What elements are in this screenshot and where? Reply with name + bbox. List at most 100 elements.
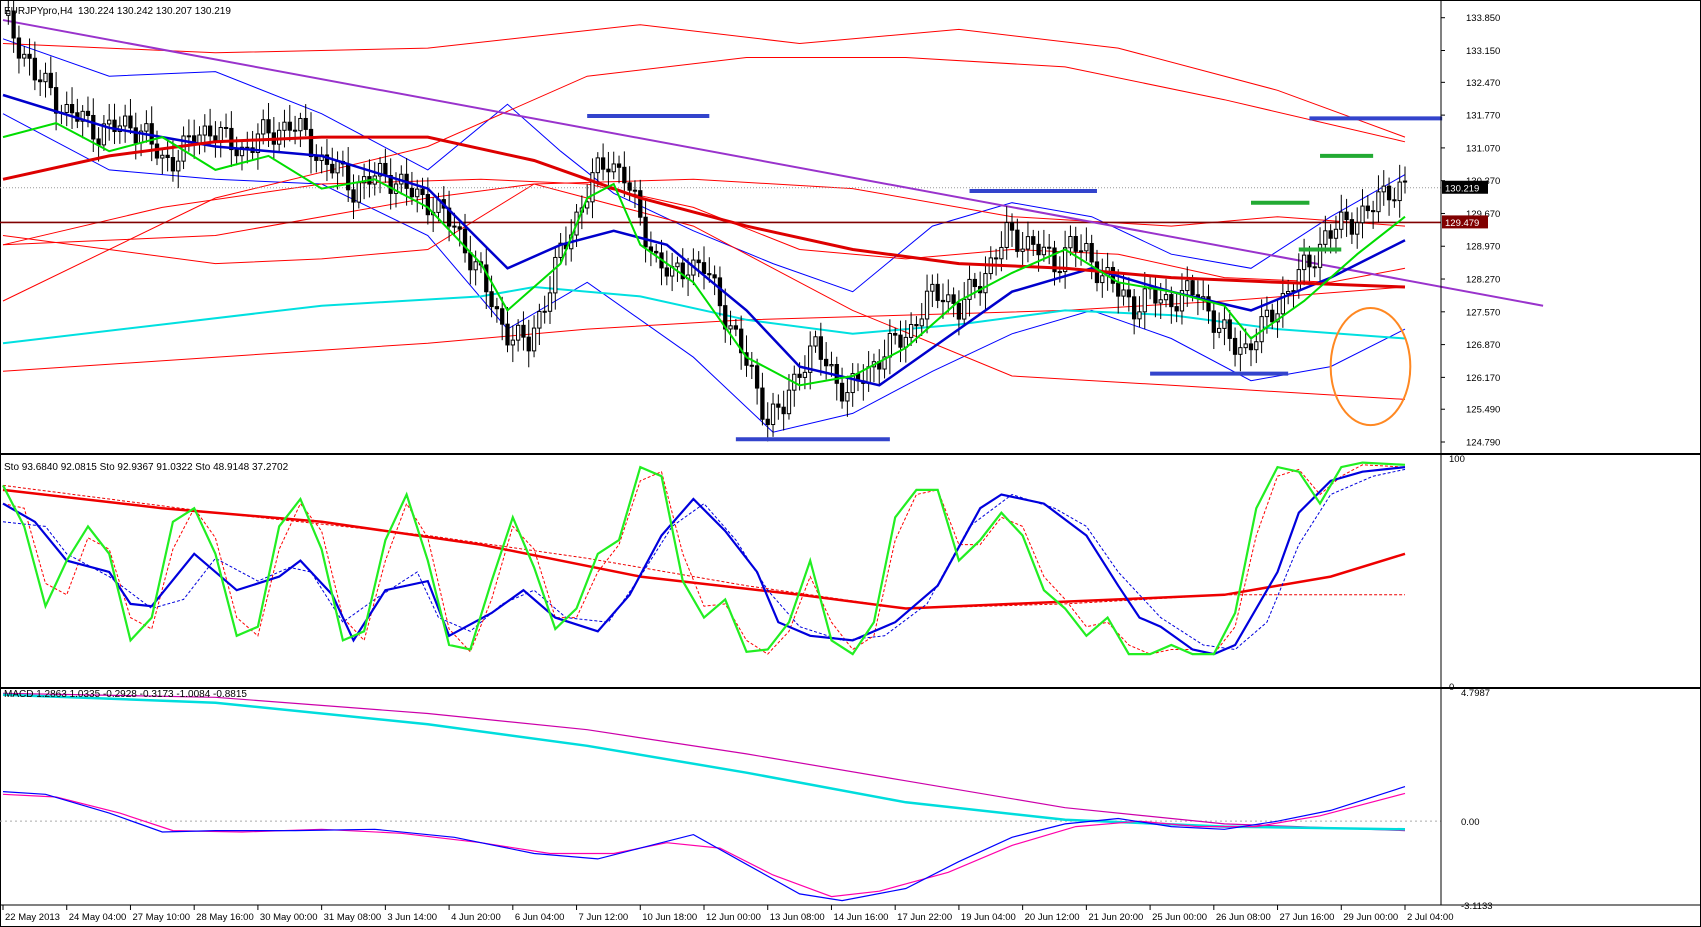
candle-body xyxy=(829,364,834,367)
candle-body xyxy=(420,188,425,196)
candle-body xyxy=(314,156,319,161)
candle-body xyxy=(1121,289,1126,297)
candle xyxy=(69,87,75,130)
price-tick-label: 124.790 xyxy=(1466,438,1500,449)
red-envelope-line-1 xyxy=(2,178,1406,283)
candle-body xyxy=(207,125,213,137)
candle-body xyxy=(1190,280,1195,296)
candle-body xyxy=(537,310,542,329)
stochastic-panel[interactable] xyxy=(2,461,1406,656)
candle-body xyxy=(680,262,685,280)
candle xyxy=(462,213,468,263)
time-axis: 22 May 2013 24 May 04:00 27 May 10:00 28 Ma… xyxy=(2,905,1453,923)
candle-body xyxy=(1243,343,1248,349)
candle xyxy=(1365,195,1370,219)
candle-body xyxy=(287,121,292,131)
candle-body xyxy=(887,332,893,358)
candle xyxy=(324,139,330,182)
candle xyxy=(749,351,754,380)
candle xyxy=(1206,284,1211,324)
candle xyxy=(1132,289,1137,335)
candle-body xyxy=(754,365,760,389)
candle-body xyxy=(1158,299,1163,304)
candle-body xyxy=(531,327,537,352)
candle xyxy=(112,103,117,145)
candle-body xyxy=(839,382,845,402)
candle-body xyxy=(728,325,733,330)
candle-body xyxy=(101,123,107,146)
candle-body xyxy=(781,406,786,415)
candle xyxy=(1301,238,1307,286)
candle-body xyxy=(770,403,776,426)
candle-body xyxy=(521,324,526,338)
candle xyxy=(1185,266,1190,307)
candle xyxy=(122,104,128,143)
candle-body xyxy=(1270,309,1275,323)
candle xyxy=(1041,229,1047,262)
candle-body xyxy=(1068,236,1073,249)
last-price-tag: 130.219 xyxy=(1442,180,1488,194)
candle xyxy=(1270,303,1275,330)
candle-body xyxy=(27,53,32,59)
candle-body xyxy=(1248,343,1254,351)
time-tick-label: 24 May 04:00 xyxy=(69,912,127,923)
candle-body xyxy=(1015,229,1020,252)
candle xyxy=(1376,175,1381,223)
candle-body xyxy=(425,194,430,216)
candle xyxy=(277,122,282,152)
candle-body xyxy=(69,104,75,114)
macd-panel[interactable] xyxy=(0,692,1441,902)
stochastic-blue-main xyxy=(2,466,1406,656)
candle-body xyxy=(16,37,22,59)
candle xyxy=(32,41,38,91)
candle xyxy=(1015,218,1020,258)
candle xyxy=(1126,277,1131,312)
candle xyxy=(595,152,600,187)
candle xyxy=(908,312,914,346)
candle xyxy=(1025,221,1031,263)
candle-body xyxy=(261,119,266,135)
candle-body xyxy=(1370,210,1376,213)
candle-body xyxy=(776,403,781,408)
candle-body xyxy=(457,226,462,230)
candle-body xyxy=(473,261,478,271)
time-tick-label: 20 Jun 12:00 xyxy=(1025,912,1080,923)
candle-body xyxy=(1142,288,1147,313)
price-tick-label: 128.270 xyxy=(1466,275,1500,286)
candle-body xyxy=(1052,247,1057,273)
candle-body xyxy=(1344,211,1349,221)
candle-body xyxy=(1036,243,1041,256)
candle-body xyxy=(818,336,823,360)
red-envelope-line-2 xyxy=(2,183,1406,400)
candle-body xyxy=(462,228,468,254)
price-panel[interactable] xyxy=(0,0,1544,442)
macd-tick-label: -3.1133 xyxy=(1461,901,1493,912)
candle xyxy=(1179,273,1185,325)
candle-body xyxy=(919,318,924,327)
candle-body xyxy=(1349,219,1355,235)
candle-body xyxy=(930,283,935,292)
candle xyxy=(223,113,229,138)
macd-axis-labels: 4.7987 0.00 -3.1133 xyxy=(1461,688,1493,912)
candle-body xyxy=(335,160,340,174)
price-tick-label: 126.870 xyxy=(1466,340,1500,351)
candle xyxy=(287,104,292,142)
candle xyxy=(893,327,898,345)
red-moving-average-line xyxy=(2,135,1406,289)
candle-body xyxy=(924,290,930,320)
candle-body xyxy=(1254,341,1259,351)
macd-header: MACD 1.2863 1.0335 -0.2928 -0.3173 -1.00… xyxy=(4,689,247,700)
candle-body xyxy=(1137,311,1142,320)
candle-body xyxy=(351,189,356,203)
candle xyxy=(425,177,430,225)
candle-body xyxy=(962,298,967,320)
time-tick-label: 14 Jun 16:00 xyxy=(833,912,888,923)
candle-body xyxy=(202,125,207,136)
candle xyxy=(553,246,558,310)
red-envelope-line-5 xyxy=(2,24,1406,138)
candle-body xyxy=(823,358,829,367)
candle xyxy=(765,402,770,442)
candle xyxy=(202,114,207,153)
candle-body xyxy=(361,176,367,184)
